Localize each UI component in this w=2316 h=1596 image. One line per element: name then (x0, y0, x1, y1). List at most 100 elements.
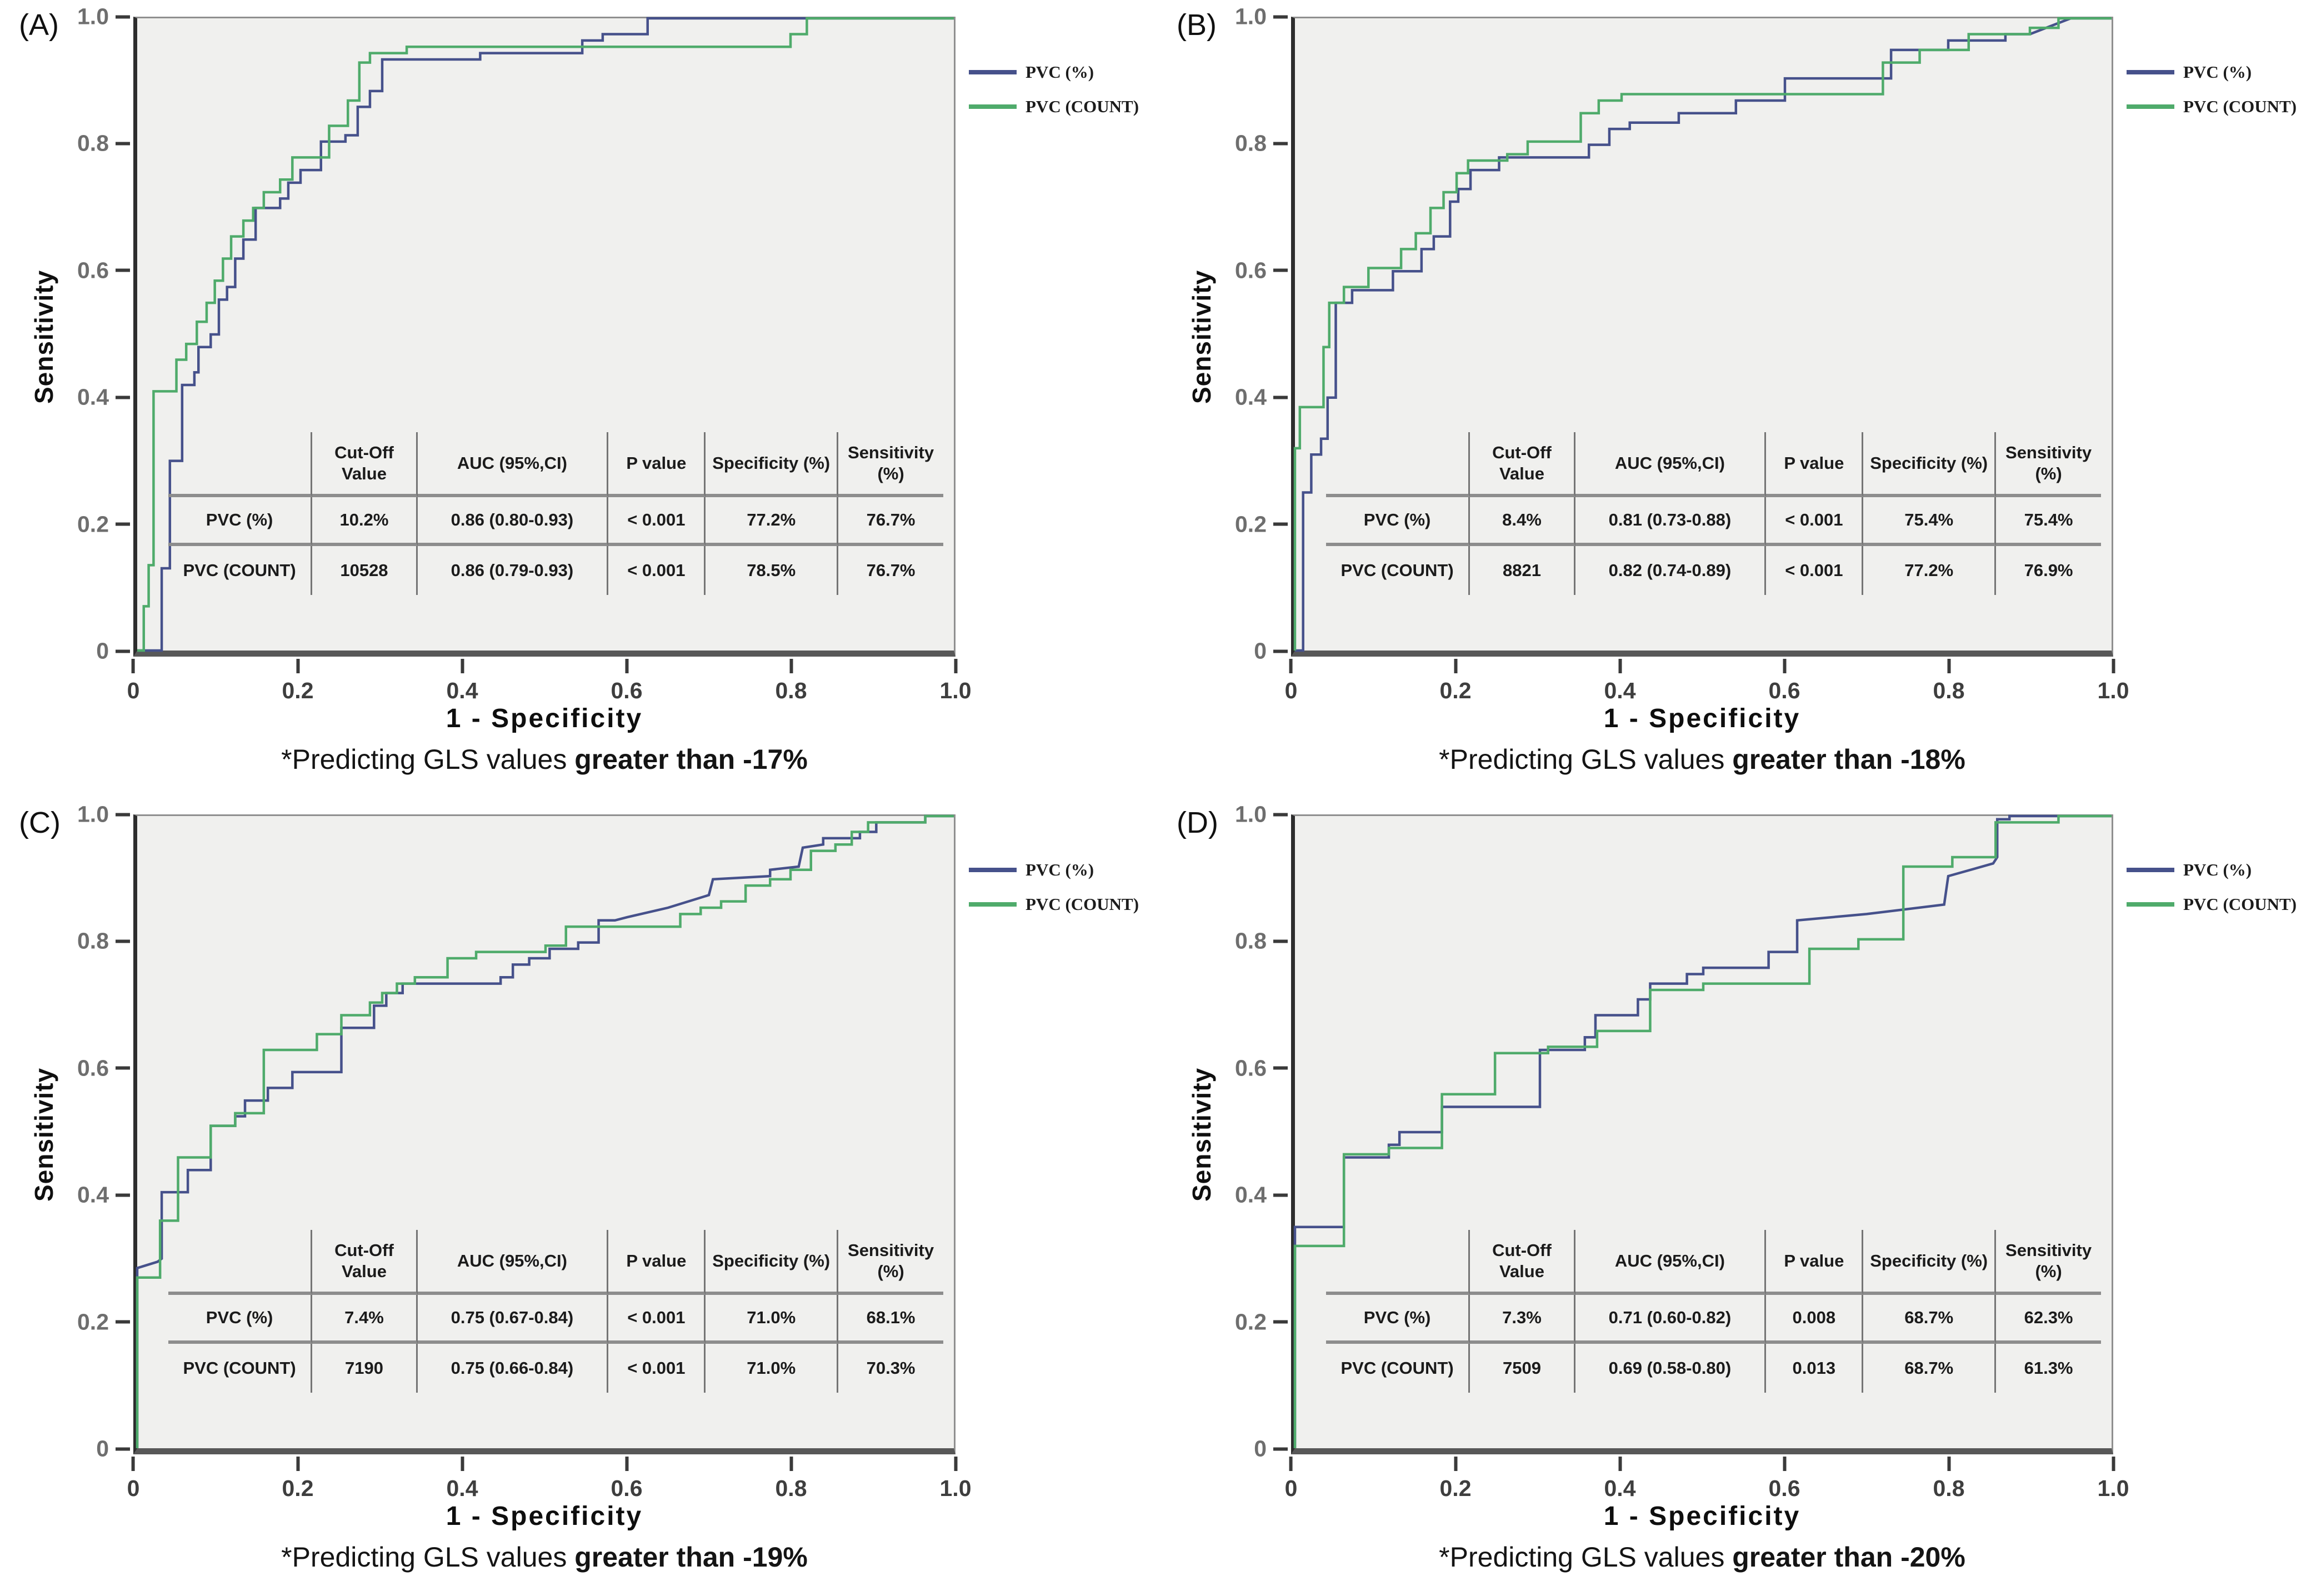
y-axis-ticks: 1.0 0.8 0.6 0.4 0.2 0 (1158, 4, 1288, 664)
tick-mark (461, 1457, 464, 1471)
axis-tick: 0.6 (1769, 659, 1800, 704)
tick-mark (1273, 1066, 1288, 1070)
legend-line-pvc-count-icon (2127, 104, 2174, 109)
table-cell: 0.82 (0.74-0.89) (1575, 546, 1767, 595)
table-cell: 0.013 (1766, 1343, 1864, 1393)
tick-mark (1618, 1457, 1622, 1471)
roc-panel-b: (B) Sensitivity 1.0 0.8 0.6 0.4 0.2 0 Cu… (1158, 0, 2315, 798)
tick-mark (625, 659, 628, 673)
roc-curve-pvc-count (1295, 18, 2112, 651)
axis-tick: 0.2 (282, 659, 314, 704)
table-cell: 75.4% (1995, 497, 2102, 546)
plot-area: Cut-Off Value AUC (95%,CI) P value Speci… (1291, 17, 2113, 657)
table-cell: 0.008 (1766, 1294, 1864, 1344)
table-cell: < 0.001 (1766, 497, 1864, 546)
axis-tick: 0.6 (611, 659, 643, 704)
table-header-cell: Cut-Off Value (1470, 1230, 1575, 1295)
axis-tick: 1.0 (940, 659, 972, 704)
axis-tick: 0.4 (447, 1457, 478, 1502)
tick-mark (116, 15, 130, 18)
tick-label: 0 (96, 1435, 109, 1462)
table-header-cell: Cut-Off Value (312, 432, 418, 497)
table-row-label: PVC (%) (168, 497, 313, 546)
tick-mark (954, 1457, 957, 1471)
table-header-cell: P value (608, 1230, 706, 1295)
table-cell: 10528 (312, 546, 418, 595)
table-header-cell: Sensitivity (%) (838, 1230, 944, 1295)
axis-tick: 0.8 (77, 131, 130, 157)
legend-item-pvc-percent: PVC (%) (2127, 860, 2297, 880)
legend: PVC (%) PVC (COUNT) (969, 62, 1139, 117)
table-cell: 70.3% (866, 1358, 916, 1378)
panel-caption: *Predicting GLS values greater than -18% (1224, 743, 2180, 776)
tick-label: 0.4 (446, 678, 478, 703)
table-row-label: PVC (%) (1325, 497, 1470, 546)
table-cell: 77.2% (706, 497, 838, 546)
tick-label: 1.0 (77, 801, 109, 827)
axis-tick: 1.0 (1235, 802, 1288, 828)
tick-label: 0.8 (1933, 1475, 1965, 1501)
tick-label: 0.2 (282, 678, 314, 703)
axis-tick: 0.8 (77, 928, 130, 954)
tick-label: 0 (127, 1475, 140, 1501)
table-cell: 78.5% (706, 546, 838, 595)
tick-mark (116, 396, 130, 399)
axis-tick: 1.0 (1235, 4, 1288, 30)
panel-caption: *Predicting GLS values greater than -20% (1224, 1541, 2180, 1573)
legend-line-pvc-percent-icon (2127, 70, 2174, 74)
x-axis-title: 1 - Specificity (1603, 704, 1801, 733)
tick-mark (116, 522, 130, 526)
table-cell: 0.86 (0.80-0.93) (417, 497, 609, 546)
tick-label: 0.8 (1235, 928, 1267, 954)
table-cell: 71.0% (706, 1294, 838, 1344)
tick-mark (2112, 659, 2115, 673)
tick-mark (1783, 1457, 1786, 1471)
tick-label: 0 (1254, 1435, 1267, 1462)
table-corner-cell (168, 1230, 313, 1295)
legend-item-pvc-count: PVC (COUNT) (969, 97, 1139, 117)
tick-label: 0.6 (77, 257, 109, 283)
legend-item-pvc-count: PVC (COUNT) (969, 894, 1139, 914)
table-corner-cell (168, 432, 313, 497)
legend-line-pvc-percent-icon (969, 868, 1017, 872)
legend-label: PVC (COUNT) (2183, 894, 2297, 914)
roc-curve-pvc-count (137, 816, 954, 1448)
tick-mark (296, 1457, 299, 1471)
legend-line-pvc-count-icon (969, 902, 1017, 907)
tick-mark (1273, 649, 1288, 653)
results-table: Cut-Off Value AUC (95%,CI) P value Speci… (168, 432, 947, 595)
tick-mark (1273, 1193, 1288, 1197)
legend-line-pvc-count-icon (969, 104, 1017, 109)
table-header-cell: Cut-Off Value (1470, 432, 1575, 497)
table-corner-cell (1325, 1230, 1470, 1295)
table-corner-cell (1325, 432, 1470, 497)
tick-mark (116, 142, 130, 146)
tick-label: 1.0 (1235, 3, 1267, 29)
table-row-label: PVC (COUNT) (1326, 1343, 1470, 1393)
tick-mark (116, 813, 130, 816)
legend-label: PVC (%) (2183, 860, 2252, 879)
tick-mark (116, 939, 130, 943)
table-header-cell: AUC (95%,CI) (417, 1230, 609, 1295)
axis-tick: 0 (1285, 659, 1297, 704)
tick-label: 0.2 (1439, 678, 1472, 703)
table-row-label: PVC (%) (1325, 1294, 1470, 1344)
caption-threshold: greater than -18% (1732, 744, 1965, 775)
axis-tick: 0.4 (77, 1182, 130, 1208)
legend: PVC (%) PVC (COUNT) (969, 860, 1139, 914)
table-header-cell: AUC (95%,CI) (1575, 1230, 1767, 1295)
axis-tick: 1.0 (77, 802, 130, 828)
legend-line-pvc-percent-icon (2127, 868, 2174, 872)
table-cell: 7.3% (1470, 1294, 1575, 1344)
x-axis-title: 1 - Specificity (1603, 1502, 1801, 1531)
caption-threshold: greater than -17% (574, 744, 808, 775)
tick-mark (461, 659, 464, 673)
table-cell: 61.3% (2024, 1358, 2073, 1378)
tick-mark (1947, 659, 1950, 673)
table-cell: 7190 (312, 1343, 418, 1393)
tick-label: 0.6 (1235, 257, 1267, 283)
legend-item-pvc-percent: PVC (%) (969, 860, 1139, 880)
axis-tick: 0.6 (1769, 1457, 1800, 1502)
axis-tick: 0 (1254, 1436, 1288, 1462)
tick-mark (789, 659, 793, 673)
